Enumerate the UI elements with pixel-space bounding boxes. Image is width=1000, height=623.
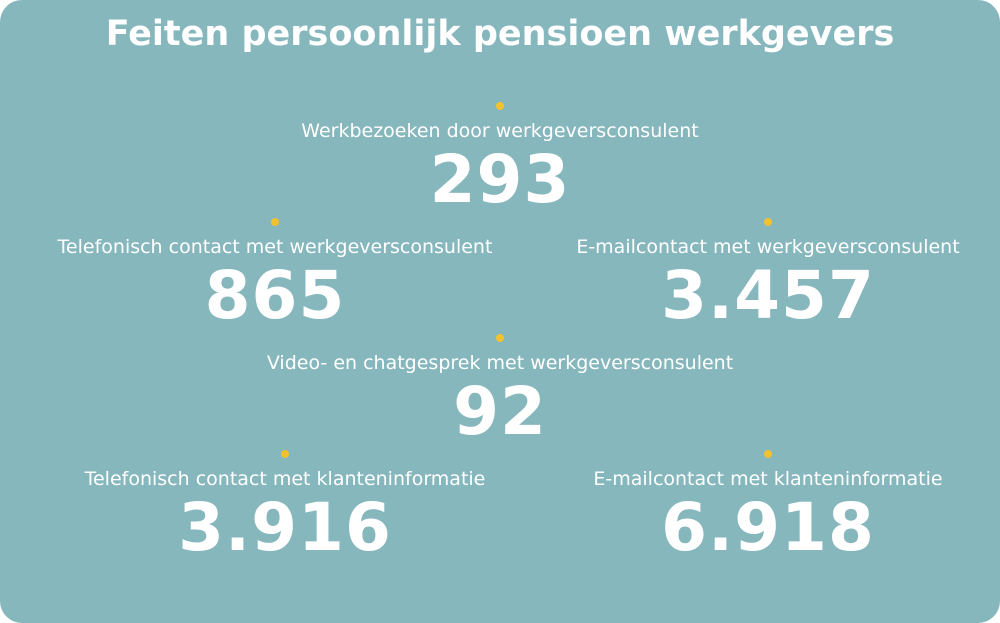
stat-label: E-mailcontact met klanteninformatie [593,468,943,490]
stat-work-visits: Werkbezoeken door werkgeversconsulent 29… [260,102,740,216]
bullet-dot-icon [496,102,504,110]
bullet-dot-icon [764,218,772,226]
page-title: Feiten persoonlijk pensioen werkgevers [105,14,895,54]
bullet-dot-icon [281,450,289,458]
stat-phone-customer-info: Telefonisch contact met klanteninformati… [45,450,525,564]
stat-phone-consultant: Telefonisch contact met werkgeversconsul… [35,218,515,332]
stat-label: Telefonisch contact met klanteninformati… [84,468,486,490]
stat-email-consultant: E-mailcontact met werkgeversconsulent 3.… [528,218,1000,332]
stat-value: 3.916 [178,489,392,566]
stat-label: Werkbezoeken door werkgeversconsulent [301,120,699,142]
stat-value: 3.457 [661,257,875,334]
stat-label: Video- en chatgesprek met werkgeverscons… [266,352,734,374]
bullet-dot-icon [496,334,504,342]
stat-label: E-mailcontact met werkgeversconsulent [576,236,960,258]
stat-value: 293 [429,141,571,218]
stat-label: Telefonisch contact met werkgeversconsul… [57,236,493,258]
stat-value: 92 [453,373,547,450]
bullet-dot-icon [764,450,772,458]
stat-value: 865 [204,257,346,334]
bullet-dot-icon [271,218,279,226]
stat-video-chat-consultant: Video- en chatgesprek met werkgeverscons… [260,334,740,448]
stat-email-customer-info: E-mailcontact met klanteninformatie 6.91… [528,450,1000,564]
stat-value: 6.918 [661,489,875,566]
